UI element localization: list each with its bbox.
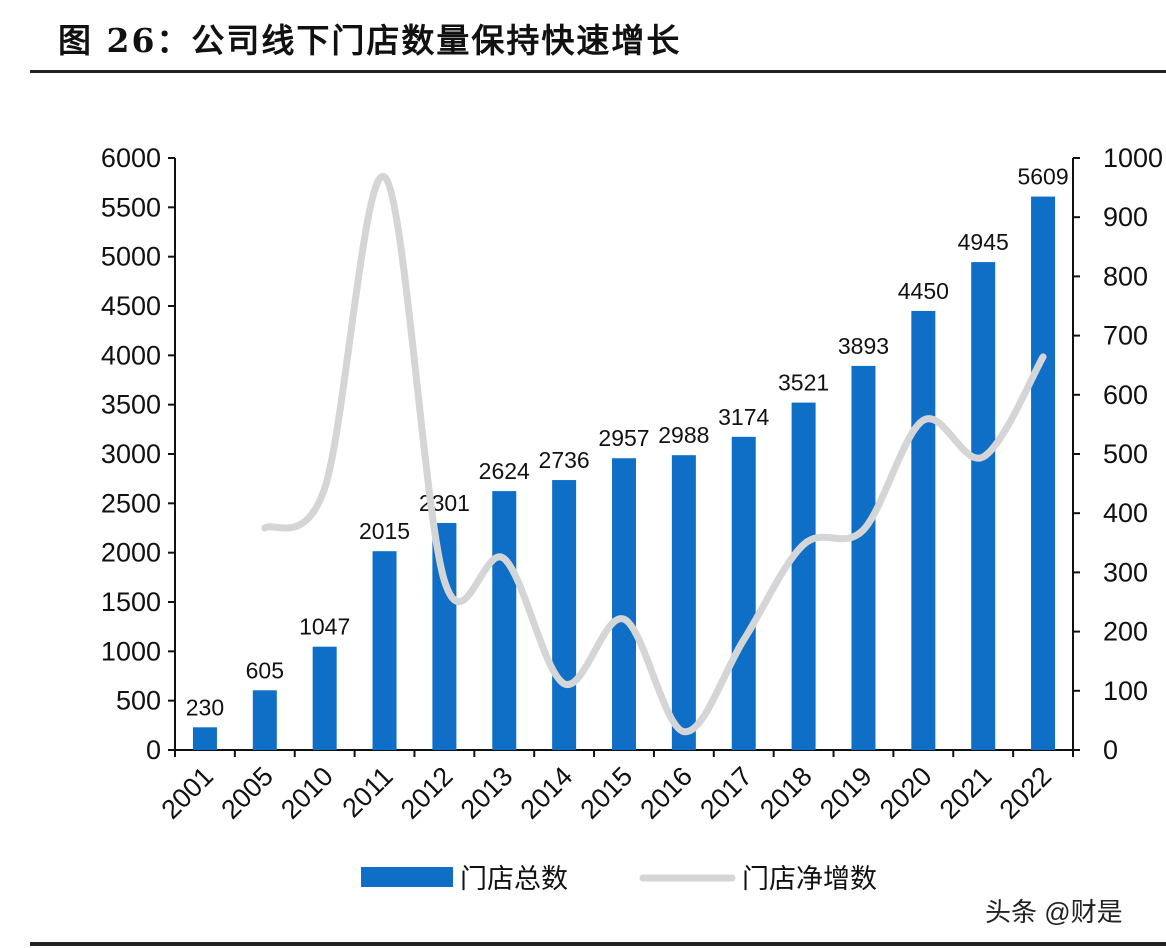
left-tick-label: 4500: [101, 291, 161, 321]
x-tick-label: 2016: [634, 761, 698, 825]
right-tick-label: 800: [1103, 261, 1148, 291]
bar-2017: [731, 436, 756, 750]
bar-2022: [1031, 196, 1056, 750]
x-tick-label: 2022: [994, 761, 1058, 825]
x-tick-label: 2020: [874, 761, 938, 825]
chart-title: 图 26：公司线下门店数量保持快速增长: [58, 21, 682, 60]
bar-data-label: 230: [186, 694, 224, 720]
bar-data-label: 3521: [778, 370, 829, 396]
x-tick-label: 2019: [814, 761, 878, 825]
right-tick-label: 100: [1103, 676, 1148, 706]
bar-2005: [252, 690, 277, 750]
right-tick-label: 1000: [1103, 143, 1163, 173]
left-tick-label: 2500: [101, 488, 161, 518]
bar-data-label: 605: [246, 657, 284, 683]
legend-line-label: 门店净增数: [742, 864, 877, 894]
watermark: 头条 @财是: [985, 897, 1123, 927]
x-tick-label: 2014: [515, 761, 579, 825]
title-divider: [30, 70, 1166, 73]
bar-data-label: 3893: [838, 333, 889, 359]
bar-2013: [492, 491, 517, 750]
x-tick-label: 2010: [275, 761, 339, 825]
left-tick-label: 1500: [101, 587, 161, 617]
bar-data-label: 2015: [359, 518, 410, 544]
legend-bar-swatch: [361, 867, 453, 887]
bar-data-label: 2957: [598, 425, 649, 451]
right-tick-label: 0: [1103, 735, 1118, 765]
bar-2015: [612, 458, 636, 750]
right-tick-label: 400: [1103, 498, 1148, 528]
bar-2018: [791, 402, 816, 750]
bottom-divider: [30, 942, 1166, 946]
bar-data-label: 2988: [658, 422, 709, 448]
left-tick-label: 1000: [101, 636, 161, 666]
right-tick-label: 600: [1103, 380, 1148, 410]
x-tick-label: 2005: [215, 761, 279, 825]
bar-2010: [312, 646, 337, 750]
left-tick-label: 3000: [101, 439, 161, 469]
bar-2020: [911, 310, 936, 750]
x-tick-label: 2013: [455, 761, 519, 825]
x-tick-label: 2015: [575, 761, 639, 825]
bar-2011: [372, 551, 397, 750]
x-tick-label: 2021: [934, 761, 998, 825]
bar-data-label: 2624: [479, 458, 530, 484]
left-tick-label: 5000: [101, 242, 161, 272]
x-tick-label: 2001: [155, 761, 219, 825]
right-tick-label: 500: [1103, 439, 1148, 469]
x-tick-label: 2018: [754, 761, 818, 825]
left-tick-label: 5500: [101, 192, 161, 222]
left-tick-label: 4000: [101, 340, 161, 370]
bar-data-label: 5609: [1017, 164, 1068, 190]
bar-data-label: 4945: [958, 229, 1009, 255]
bar-data-label: 3174: [718, 404, 769, 430]
left-tick-label: 6000: [101, 143, 161, 173]
right-tick-label: 700: [1103, 321, 1148, 351]
bar-data-label: 1047: [299, 614, 350, 640]
bar-2016: [671, 455, 696, 750]
x-tick-label: 2012: [395, 761, 459, 825]
left-tick-label: 0: [146, 735, 161, 765]
line-series-net-increase: [261, 173, 1047, 736]
bar-2001: [192, 727, 217, 750]
bar-2014: [552, 480, 577, 750]
legend-bar-label: 门店总数: [460, 864, 568, 894]
x-tick-label: 2017: [694, 761, 758, 825]
bar-2019: [851, 365, 876, 750]
x-tick-label: 2011: [337, 761, 399, 823]
bar-2021: [971, 262, 996, 750]
right-tick-label: 200: [1103, 617, 1148, 647]
bar-data-label: 4450: [898, 278, 949, 304]
right-tick-label: 900: [1103, 202, 1148, 232]
right-tick-label: 300: [1103, 557, 1148, 587]
left-tick-label: 2000: [101, 538, 161, 568]
left-tick-label: 500: [116, 686, 161, 716]
bar-data-label: 2736: [539, 447, 590, 473]
left-tick-label: 3500: [101, 390, 161, 420]
